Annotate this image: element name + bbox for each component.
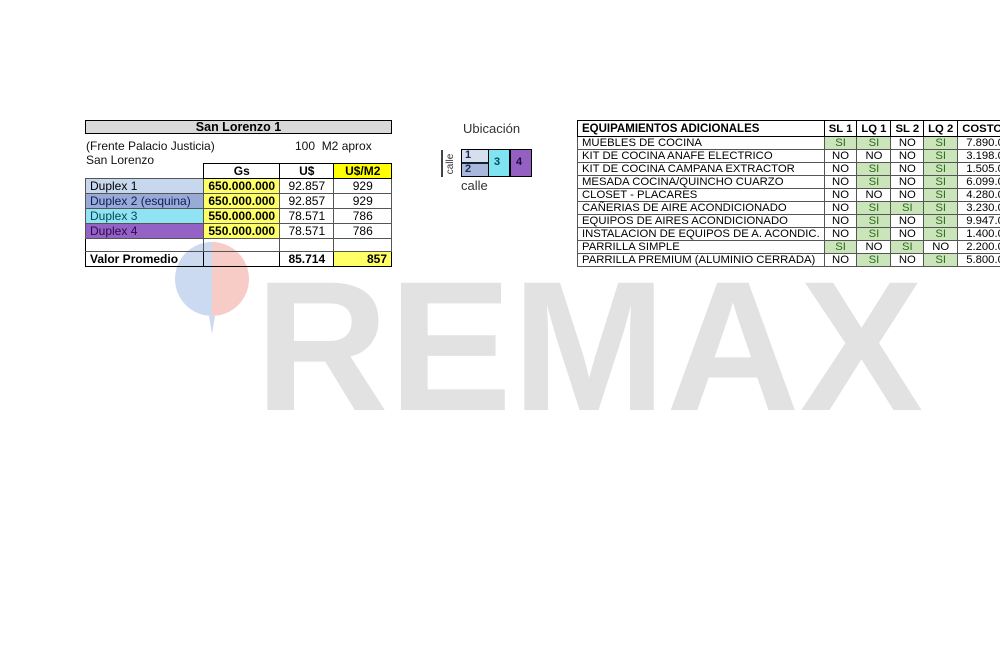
svg-text:REMAX: REMAX xyxy=(255,244,923,450)
svg-text:calle: calle xyxy=(445,153,456,174)
